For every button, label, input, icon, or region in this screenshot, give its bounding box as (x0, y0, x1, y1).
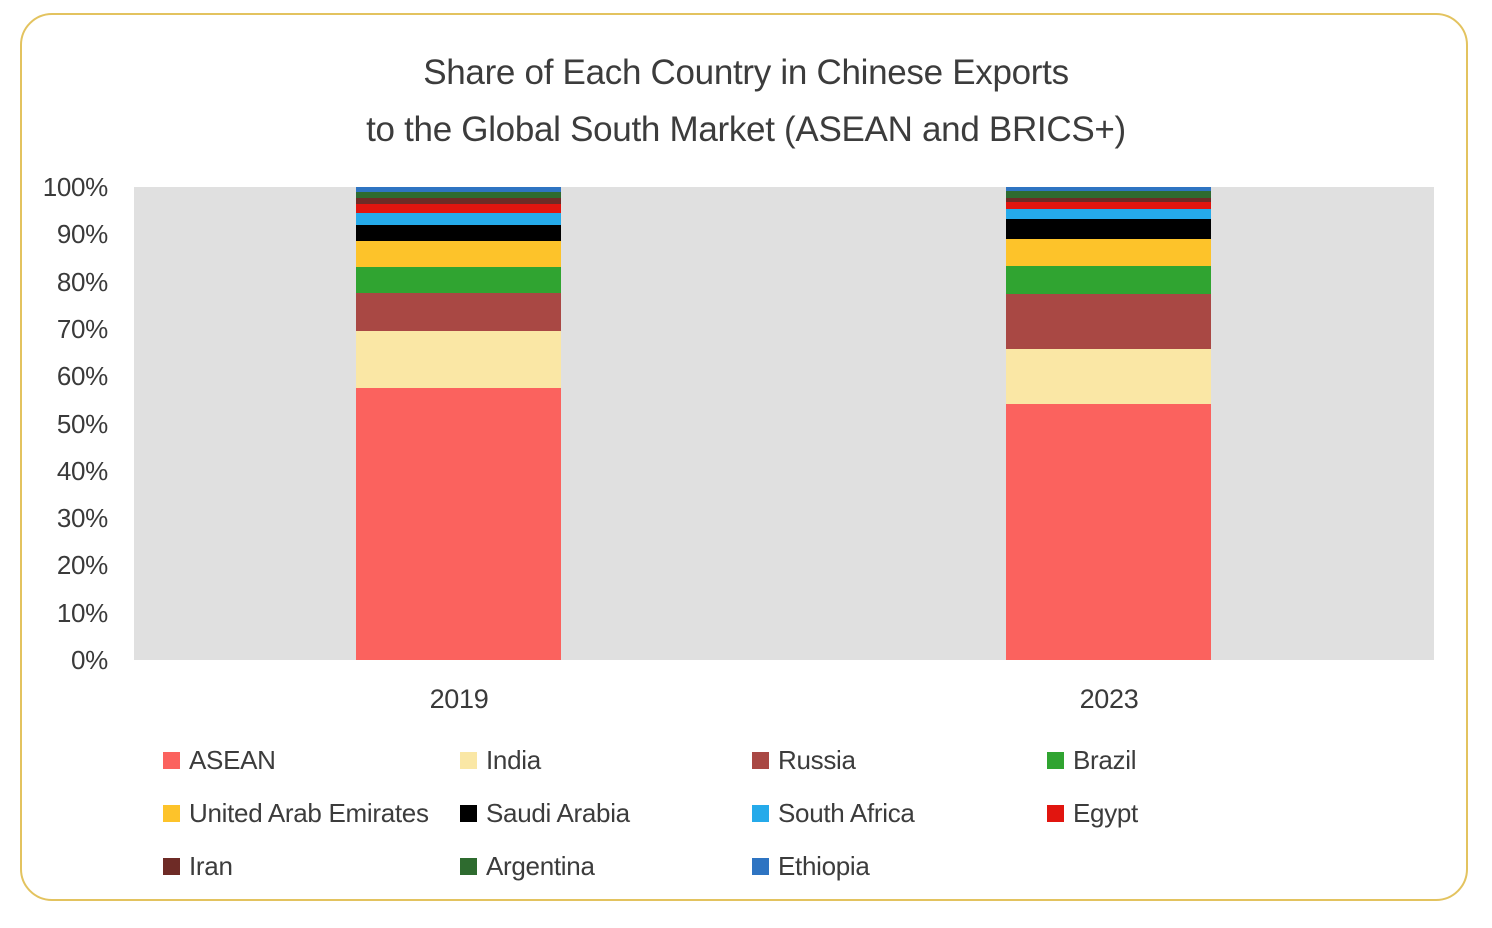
bar-2019 (356, 187, 561, 660)
y-tick-label-20pct: 20% (56, 550, 108, 581)
legend-label-russia: Russia (778, 745, 856, 775)
bar-segment-2019-india (356, 331, 561, 388)
chart-title-line2: to the Global South Market (ASEAN and BR… (366, 110, 1126, 149)
legend-label-united-arab-emirates: United Arab Emirates (189, 798, 429, 828)
x-axis-label-2023: 2023 (1079, 684, 1139, 714)
legend-item-united-arab-emirates: United Arab Emirates (163, 798, 460, 829)
bar-segment-2023-brazil (1006, 266, 1211, 294)
legend-swatch-india (460, 752, 477, 769)
bar-segment-2023-united-arab-emirates (1006, 239, 1211, 267)
bar-segment-2019-ethiopia (356, 187, 561, 192)
legend-label-egypt: Egypt (1073, 798, 1138, 828)
legend-item-saudi-arabia: Saudi Arabia (460, 798, 752, 829)
bar-segment-2023-argentina (1006, 191, 1211, 199)
bar-segment-2023-iran (1006, 198, 1211, 202)
bar-segment-2019-egypt (356, 203, 561, 214)
y-axis: 100% 90% 80% 70% 60% 50% 40% 30% 20% 10% 0% (0, 174, 109, 673)
legend-swatch-brazil (1047, 752, 1064, 769)
legend-item-egypt: Egypt (1047, 798, 1353, 829)
y-tick-label-70pct: 70% (56, 313, 108, 344)
legend-swatch-egypt (1047, 805, 1064, 822)
legend-item-brazil: Brazil (1047, 745, 1353, 776)
y-tick-label-100pct: 100% (42, 172, 109, 202)
legend-swatch-south-africa (752, 805, 769, 822)
plot-area (134, 186, 1434, 660)
legend-swatch-ethiopia (752, 858, 769, 875)
bar-segment-2019-asean (356, 388, 561, 660)
bar-segment-2019-argentina (356, 191, 561, 198)
legend-label-iran: Iran (189, 851, 233, 881)
y-tick-label-0pct: 0% (71, 645, 108, 675)
bar-segment-2023-egypt (1006, 201, 1211, 209)
legend-label-india: India (486, 745, 541, 775)
legend-item-asean: ASEAN (163, 745, 460, 776)
y-tick-label-80pct: 80% (56, 266, 108, 297)
legend-swatch-iran (163, 858, 180, 875)
legend-item-ethiopia: Ethiopia (752, 851, 1047, 882)
y-tick-label-10pct: 10% (56, 597, 108, 628)
bar-segment-2023-asean (1006, 403, 1211, 660)
bar-segment-2023-russia (1006, 293, 1211, 349)
y-tick-label-40pct: 40% (56, 455, 108, 486)
y-tick-label-90pct: 90% (56, 219, 108, 250)
y-tick-label-50pct: 50% (56, 408, 108, 439)
legend-swatch-united-arab-emirates (163, 805, 180, 822)
legend-item-russia: Russia (752, 745, 1047, 776)
chart-title-line1: Share of Each Country in Chinese Exports (423, 53, 1069, 92)
bar-segment-2019-brazil (356, 267, 561, 294)
legend-item-argentina: Argentina (460, 851, 752, 882)
bar-segment-2023-saudi-arabia (1006, 218, 1211, 240)
bar-segment-2019-south-africa (356, 213, 561, 225)
bar-segment-2023-ethiopia (1006, 186, 1211, 192)
x-axis-label-2019: 2019 (429, 684, 489, 714)
legend-item-iran: Iran (163, 851, 460, 882)
legend-label-argentina: Argentina (486, 851, 595, 881)
legend-label-brazil: Brazil (1073, 745, 1137, 775)
legend-swatch-saudi-arabia (460, 805, 477, 822)
legend-label-saudi-arabia: Saudi Arabia (486, 798, 630, 828)
bar-segment-2023-india (1006, 348, 1211, 404)
y-tick-label-60pct: 60% (56, 361, 108, 392)
chart-title: Share of Each Country in Chinese Exports… (0, 44, 1492, 158)
bar-segment-2019-iran (356, 197, 561, 204)
bar-2023 (1006, 186, 1211, 660)
legend: ASEAN India Russia Brazil United Arab Emirat… (163, 734, 1353, 893)
bar-segment-2019-russia (356, 293, 561, 332)
legend-label-south-africa: South Africa (778, 798, 915, 828)
legend-item-south-africa: South Africa (752, 798, 1047, 829)
bar-segment-2019-saudi-arabia (356, 224, 561, 242)
legend-swatch-asean (163, 752, 180, 769)
legend-label-ethiopia: Ethiopia (778, 851, 870, 881)
legend-swatch-russia (752, 752, 769, 769)
legend-item-india: India (460, 745, 752, 776)
bar-segment-2023-south-africa (1006, 208, 1211, 219)
y-tick-label-30pct: 30% (56, 503, 108, 534)
legend-swatch-argentina (460, 858, 477, 875)
bar-segment-2019-united-arab-emirates (356, 241, 561, 268)
legend-label-asean: ASEAN (189, 745, 276, 775)
